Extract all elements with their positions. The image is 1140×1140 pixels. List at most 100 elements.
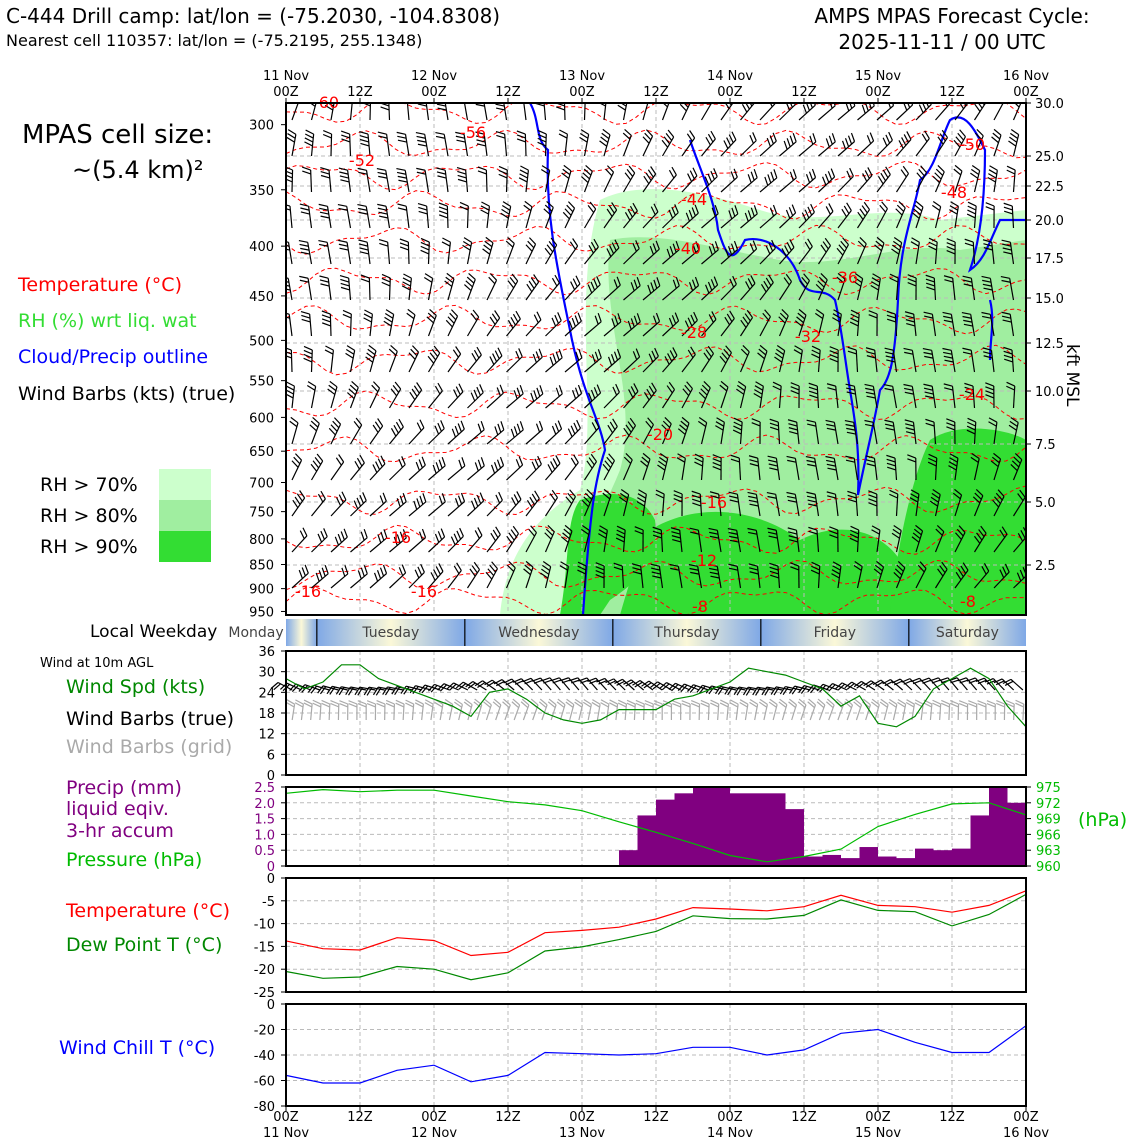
wind-barb bbox=[369, 564, 388, 589]
pressure-tick-label: 450 bbox=[249, 290, 274, 305]
wind-barb bbox=[466, 309, 480, 337]
wind-barb bbox=[786, 455, 800, 481]
wind-barb bbox=[934, 561, 948, 589]
wind-barb bbox=[818, 133, 836, 157]
wind-barb bbox=[399, 238, 410, 265]
cell-size-line1: MPAS cell size: bbox=[22, 120, 214, 150]
wind-barb bbox=[911, 200, 924, 229]
precip-bar bbox=[785, 809, 804, 866]
wind-barb bbox=[870, 273, 881, 301]
grid-barb bbox=[897, 699, 907, 721]
wind-barb bbox=[759, 309, 771, 337]
kft-tick-label: 20.0 bbox=[1035, 214, 1064, 229]
wind-barb bbox=[455, 131, 469, 157]
cloud-outline-2 bbox=[688, 116, 1026, 496]
weekday-label: Local Weekday bbox=[90, 622, 218, 642]
wind-barb bbox=[774, 344, 786, 373]
wind-barb bbox=[719, 380, 729, 409]
wind-barb bbox=[759, 204, 778, 229]
wind-barb bbox=[622, 165, 636, 193]
wind-barb bbox=[634, 526, 644, 553]
wind-barb bbox=[623, 313, 641, 337]
wind-barb bbox=[1003, 346, 1015, 373]
wind-barb bbox=[401, 273, 413, 301]
wind-barb bbox=[681, 346, 696, 373]
wind-barb bbox=[350, 454, 365, 481]
kft-tick-label: 2.5 bbox=[1035, 559, 1056, 574]
wind-barb bbox=[815, 273, 828, 301]
wind-barb bbox=[397, 203, 410, 229]
wind-barb bbox=[291, 564, 309, 589]
cloud-outline-1 bbox=[529, 103, 607, 615]
bottom-day-label: 16 Nov bbox=[1003, 1126, 1049, 1140]
wind-barb bbox=[300, 310, 313, 337]
chill-tick-label: 0 bbox=[267, 998, 275, 1013]
wind-barb bbox=[603, 418, 618, 445]
wind-barb bbox=[798, 203, 815, 229]
wind-barb bbox=[580, 524, 591, 553]
wind-barb bbox=[623, 383, 639, 409]
pressure-tick-label: 550 bbox=[249, 375, 274, 390]
pressure-tick-label: 950 bbox=[249, 605, 274, 620]
bottom-hour-label: 00Z bbox=[273, 1110, 299, 1125]
wind-barb bbox=[923, 383, 937, 409]
wind-barb bbox=[623, 276, 641, 301]
wind-barb bbox=[662, 277, 680, 301]
wind-barb bbox=[1008, 417, 1019, 445]
legend-rh90: RH > 90% bbox=[40, 536, 138, 558]
pressure-tick-label: 850 bbox=[249, 558, 274, 573]
wind-barb bbox=[304, 129, 315, 157]
temp-contour-label: -16 bbox=[295, 582, 321, 601]
wind-barb bbox=[408, 456, 426, 481]
legend-rh70: RH > 70% bbox=[40, 474, 138, 496]
wind-barb bbox=[642, 312, 661, 337]
wind-barb bbox=[829, 526, 839, 553]
wind-barb bbox=[560, 524, 573, 553]
wind-barb bbox=[970, 453, 980, 481]
wind-barb bbox=[467, 527, 483, 553]
wind-barb bbox=[342, 309, 352, 337]
wind-barb bbox=[740, 132, 757, 157]
wind-barb bbox=[310, 453, 324, 481]
wind-barb bbox=[787, 419, 800, 445]
precip-frame bbox=[285, 786, 1027, 867]
wind-barb bbox=[1000, 275, 1015, 301]
grid-barb bbox=[395, 699, 405, 721]
wind-barb bbox=[904, 311, 917, 337]
wind-barb bbox=[909, 489, 920, 517]
wind-barb bbox=[662, 166, 677, 193]
wind-barb bbox=[417, 103, 430, 121]
grid-barb bbox=[729, 699, 739, 721]
wind-barb bbox=[545, 312, 562, 337]
true-barb bbox=[891, 678, 913, 691]
wind-barb bbox=[864, 419, 878, 445]
wind-barb bbox=[708, 563, 722, 589]
precip-bar bbox=[841, 858, 860, 866]
wind-barb bbox=[406, 308, 416, 337]
wind-barb bbox=[408, 563, 425, 589]
wind-barb bbox=[357, 167, 371, 193]
grid-barb bbox=[977, 700, 987, 721]
wind-barb bbox=[350, 492, 367, 517]
wind-barb bbox=[720, 205, 739, 229]
temperature-contours bbox=[286, 103, 1026, 615]
wind-barb bbox=[992, 489, 1005, 517]
wind-speed-line bbox=[285, 664, 1027, 728]
wind-barb bbox=[943, 275, 956, 301]
wind-barb bbox=[482, 236, 494, 265]
wind-barb bbox=[759, 103, 776, 121]
bottom-hour-label: 00Z bbox=[421, 1110, 447, 1125]
grid-barb bbox=[591, 699, 601, 721]
wind-barb bbox=[436, 103, 449, 121]
wind-barb bbox=[583, 201, 597, 229]
wind-barb bbox=[766, 491, 781, 517]
grid-barb bbox=[339, 700, 349, 721]
grid-barb bbox=[366, 700, 377, 721]
wind-barb bbox=[523, 103, 527, 121]
grid-barb bbox=[681, 700, 691, 721]
wind-barb bbox=[298, 239, 313, 265]
wind-barb bbox=[778, 273, 792, 301]
wind-barb bbox=[350, 565, 368, 589]
wind-barb bbox=[581, 489, 594, 517]
wind-barb bbox=[486, 347, 503, 373]
